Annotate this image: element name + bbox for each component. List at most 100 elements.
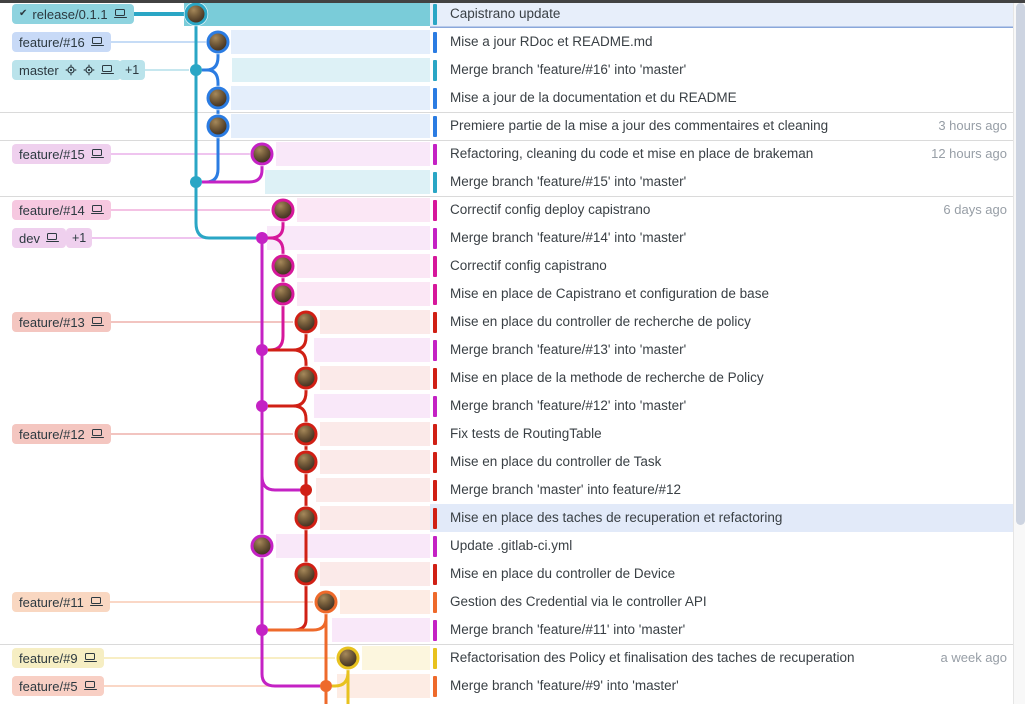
commit-row[interactable]: Gestion des Credential via le controller…: [430, 588, 1014, 616]
commit-row[interactable]: Premiere partie de la mise a jour des co…: [430, 112, 1014, 140]
commit-row[interactable]: Merge branch 'master' into feature/#12: [430, 476, 1014, 504]
branch-label-release-0.1.1[interactable]: ✔ release/0.1.1: [12, 4, 134, 24]
commit-timestamp: 6 days ago: [943, 202, 1007, 217]
branch-line-magenta: [260, 238, 320, 688]
branch-name: feature/#15: [19, 146, 85, 162]
commit-avatar[interactable]: [294, 450, 318, 474]
commit-row[interactable]: Mise en place de Capistrano et configura…: [430, 280, 1014, 308]
merge-commit-dot[interactable]: [256, 624, 268, 636]
laptop-icon: [100, 65, 114, 75]
commit-row[interactable]: Merge branch 'feature/#14' into 'master': [430, 224, 1014, 252]
commit-avatar[interactable]: [294, 310, 318, 334]
commit-avatar[interactable]: [206, 30, 230, 54]
merge-commit-dot[interactable]: [320, 680, 332, 692]
commit-message: Update .gitlab-ci.yml: [450, 538, 573, 553]
commit-row[interactable]: Mise en place du controller de Device: [430, 560, 1014, 588]
hidden-refs-badge[interactable]: +1: [66, 228, 93, 248]
branch-label-dev[interactable]: dev: [12, 228, 66, 248]
commit-row[interactable]: Merge branch 'feature/#11' into 'master': [430, 616, 1014, 644]
commit-row[interactable]: Mise a jour RDoc et README.md: [430, 28, 1014, 56]
commit-row[interactable]: Update .gitlab-ci.yml: [430, 532, 1014, 560]
commit-avatar[interactable]: [294, 422, 318, 446]
merge-commit-dot[interactable]: [256, 232, 268, 244]
commit-avatar[interactable]: [314, 590, 338, 614]
commit-branch-indicator: [432, 479, 437, 501]
commit-avatar[interactable]: [250, 534, 274, 558]
commit-row[interactable]: Merge branch 'feature/#15' into 'master': [430, 168, 1014, 196]
merge-commit-dot[interactable]: [256, 400, 268, 412]
commit-graph: [59, 1, 430, 704]
commit-row[interactable]: Merge branch 'feature/#12' into 'master': [430, 392, 1014, 420]
commit-message: Capistrano update: [450, 6, 561, 21]
graph-row-stripe: [276, 534, 430, 558]
branch-name: feature/#12: [19, 426, 85, 442]
commit-avatar[interactable]: [271, 282, 295, 306]
commit-row[interactable]: Merge branch 'feature/#16' into 'master': [430, 56, 1014, 84]
commit-avatar[interactable]: [206, 114, 230, 138]
commit-branch-indicator: [432, 339, 437, 361]
commit-row[interactable]: Mise en place des taches de recuperation…: [430, 504, 1014, 532]
commit-row[interactable]: Mise en place du controller de recherche…: [430, 308, 1014, 336]
laptop-icon: [45, 233, 59, 243]
branch-label-feature-13[interactable]: feature/#13: [12, 312, 111, 332]
commit-avatar[interactable]: [206, 86, 230, 110]
hidden-refs-badge[interactable]: +1: [119, 60, 146, 80]
commit-avatar[interactable]: [184, 2, 208, 26]
branch-name: feature/#11: [19, 594, 84, 610]
branch-label-feature-16[interactable]: feature/#16: [12, 32, 111, 52]
branch-label-feature-5[interactable]: feature/#5: [12, 676, 104, 696]
laptop-icon: [113, 9, 127, 19]
branch-name: feature/#16: [19, 34, 85, 50]
graph-row-stripe: [267, 226, 430, 250]
graph-row-stripe: [297, 254, 430, 278]
branch-label-feature-12[interactable]: feature/#12: [12, 424, 111, 444]
scrollbar-thumb[interactable]: [1015, 3, 1025, 525]
laptop-icon: [90, 317, 104, 327]
laptop-icon: [83, 653, 97, 663]
commit-row[interactable]: Correctif config capistrano: [430, 252, 1014, 280]
remote-target-icon: [83, 64, 95, 76]
branch-label-feature-14[interactable]: feature/#14: [12, 200, 111, 220]
commit-branch-indicator: [432, 87, 437, 109]
commit-row[interactable]: Refactorisation des Policy et finalisati…: [430, 644, 1014, 672]
commit-row[interactable]: Merge branch 'feature/#13' into 'master': [430, 336, 1014, 364]
commit-row[interactable]: Refactoring, cleaning du code et mise en…: [430, 140, 1014, 168]
commit-message: Merge branch 'master' into feature/#12: [450, 482, 682, 497]
commit-avatar[interactable]: [294, 562, 318, 586]
commit-branch-indicator: [432, 535, 437, 557]
commit-row[interactable]: Fix tests de RoutingTable: [430, 420, 1014, 448]
merge-commit-dot[interactable]: [256, 344, 268, 356]
commit-branch-indicator: [432, 283, 437, 305]
laptop-icon: [90, 37, 104, 47]
merge-commit-dot[interactable]: [190, 64, 202, 76]
commit-row[interactable]: Capistrano update: [430, 0, 1014, 28]
graph-row-stripe: [340, 590, 430, 614]
commit-row[interactable]: Mise en place de la methode de recherche…: [430, 364, 1014, 392]
commit-avatar[interactable]: [271, 198, 295, 222]
commit-message: Correctif config capistrano: [450, 258, 607, 273]
scrollbar-track[interactable]: [1013, 0, 1025, 704]
commit-avatar[interactable]: [250, 142, 274, 166]
merge-commit-dot[interactable]: [190, 176, 202, 188]
commit-avatar[interactable]: [294, 506, 318, 530]
commit-row[interactable]: Merge branch 'feature/#9' into 'master': [430, 672, 1014, 700]
commit-message: Merge branch 'feature/#16' into 'master': [450, 62, 687, 77]
commit-message: Mise a jour RDoc et README.md: [450, 34, 653, 49]
branch-line-orange: [268, 617, 328, 632]
graph-row-stripe: [232, 58, 430, 82]
graph-row-stripe: [231, 86, 430, 110]
commit-avatar[interactable]: [271, 254, 295, 278]
branch-label-feature-9[interactable]: feature/#9: [12, 648, 104, 668]
commit-avatar[interactable]: [336, 646, 360, 670]
merge-commit-dot[interactable]: [300, 484, 312, 496]
commit-row[interactable]: Correctif config deploy capistrano 6 days…: [430, 196, 1014, 224]
graph-row-stripe: [320, 562, 430, 586]
commit-message: Mise en place de la methode de recherche…: [450, 370, 764, 385]
commit-row[interactable]: Mise a jour de la documentation et du RE…: [430, 84, 1014, 112]
branch-label-feature-15[interactable]: feature/#15: [12, 144, 111, 164]
branch-label-master[interactable]: master: [12, 60, 121, 80]
commit-row[interactable]: Mise en place du controller de Task: [430, 448, 1014, 476]
commit-avatar[interactable]: [294, 366, 318, 390]
branch-label-feature-11[interactable]: feature/#11: [12, 592, 110, 612]
branch-line-magenta: [260, 475, 300, 492]
